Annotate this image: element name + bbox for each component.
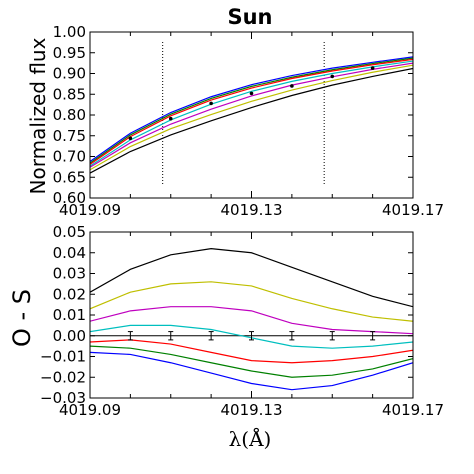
observed-point bbox=[128, 136, 133, 141]
bottom-x-axis-label: λ(Å) bbox=[229, 426, 272, 451]
error-bar bbox=[168, 331, 174, 341]
bottom-x-tick-label: 4019.09 bbox=[59, 401, 121, 419]
error-bar bbox=[127, 331, 133, 341]
bottom-series-line-6 bbox=[90, 351, 413, 391]
observed-point bbox=[209, 101, 213, 106]
bottom-y-tick-label: −0.03 bbox=[40, 389, 86, 407]
bottom-y-tick-label: 0.00 bbox=[53, 327, 86, 345]
top-y-tick-label: 0.75 bbox=[53, 127, 86, 145]
bottom-y-tick-label: −0.01 bbox=[40, 348, 86, 366]
observed-point bbox=[290, 84, 294, 88]
chart-title: Sun bbox=[227, 5, 272, 29]
observed-point bbox=[168, 116, 173, 121]
observed-point bbox=[330, 74, 335, 79]
error-bar bbox=[370, 331, 376, 341]
bottom-series-line-2 bbox=[90, 306, 413, 335]
top-axes-frame bbox=[89, 31, 414, 199]
error-bar bbox=[249, 331, 254, 341]
top-y-tick-label: 0.65 bbox=[53, 168, 86, 186]
observed-point bbox=[249, 91, 254, 96]
bottom-y-tick-label: 0.04 bbox=[53, 244, 86, 262]
bottom-plot-area bbox=[90, 247, 413, 391]
top-y-tick-label: 1.00 bbox=[53, 23, 86, 41]
top-y-axis-label: Normalized flux bbox=[26, 37, 50, 194]
bottom-series-line-1 bbox=[90, 281, 413, 322]
top-y-tick-label: 0.80 bbox=[53, 106, 86, 124]
error-bar bbox=[329, 331, 335, 341]
bottom-series-line-5 bbox=[90, 345, 413, 378]
observed-point bbox=[370, 66, 375, 70]
bottom-series-line-4 bbox=[90, 339, 413, 364]
error-bar bbox=[208, 331, 214, 341]
top-series-line-0 bbox=[90, 56, 413, 162]
top-x-tick-label: 4019.13 bbox=[220, 201, 282, 219]
top-y-tick-label: 0.70 bbox=[53, 148, 86, 166]
top-x-tick-label: 4019.09 bbox=[59, 201, 121, 219]
bottom-series-line-0 bbox=[90, 247, 413, 308]
bottom-y-tick-label: −0.02 bbox=[40, 368, 86, 386]
bottom-x-tick-label: 4019.13 bbox=[220, 401, 282, 419]
top-series-line-6 bbox=[90, 67, 413, 174]
bottom-y-tick-label: 0.03 bbox=[53, 265, 86, 283]
top-series-line-3 bbox=[90, 60, 413, 167]
top-series-line-1 bbox=[90, 57, 413, 164]
top-y-tick-label: 0.85 bbox=[53, 85, 86, 103]
top-series-line-4 bbox=[90, 62, 413, 168]
bottom-x-tick-label: 4019.17 bbox=[382, 401, 444, 419]
bottom-y-tick-label: 0.02 bbox=[53, 285, 86, 303]
top-panel-flux: 0.60 0.65 0.70 0.75 0.80 0.85 0.90 0.95 1.00 4019… bbox=[53, 23, 444, 219]
top-y-tick-label: 0.60 bbox=[53, 189, 86, 207]
top-x-tick-label: 4019.17 bbox=[382, 201, 444, 219]
bottom-panel-residuals: −0.03 −0.02 −0.01 0.00 0.01 0.02 0.03 0.04 0.05 4… bbox=[40, 223, 444, 419]
top-series-line-2 bbox=[90, 58, 413, 165]
top-y-tick-label: 0.95 bbox=[53, 44, 86, 62]
top-plot-area bbox=[90, 42, 413, 186]
bottom-y-tick-label: 0.01 bbox=[53, 306, 86, 324]
top-y-tick-label: 0.90 bbox=[53, 65, 86, 83]
error-bar bbox=[289, 331, 295, 341]
top-series-line-5 bbox=[90, 64, 413, 171]
bottom-y-axis-label: O - S bbox=[8, 289, 36, 347]
bottom-y-tick-label: 0.05 bbox=[53, 223, 86, 241]
